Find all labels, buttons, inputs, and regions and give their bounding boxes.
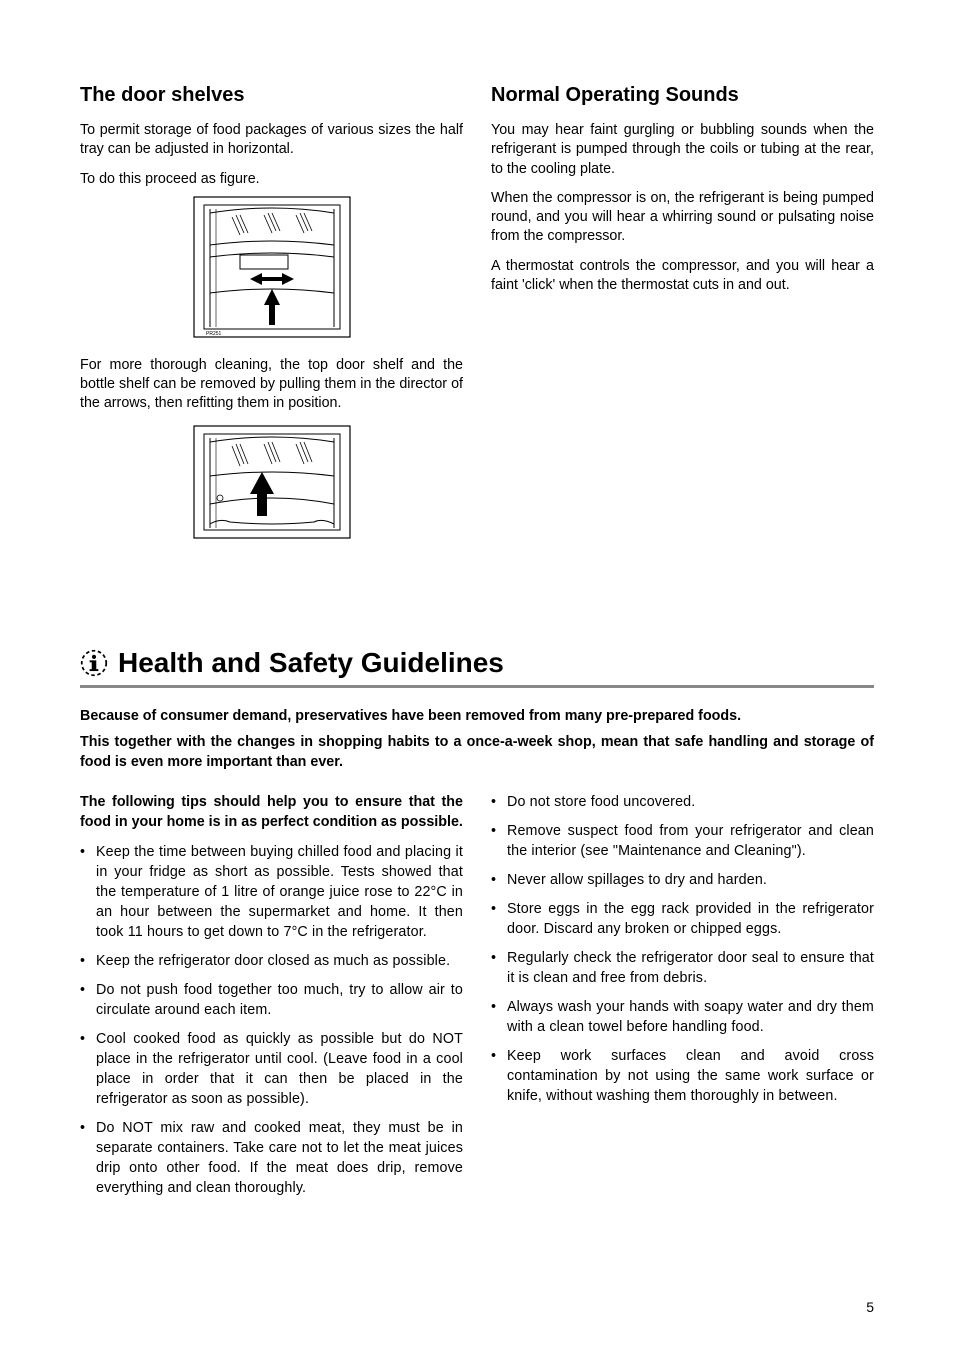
guide-left-col: The following tips should help you to en… [80, 792, 463, 1207]
page-number: 5 [866, 1299, 874, 1315]
guide-intro-2: This together with the changes in shoppi… [80, 732, 874, 772]
figure-1-shelf-adjust: PR251 [80, 195, 463, 344]
right-column: Normal Operating Sounds You may hear fai… [491, 84, 874, 557]
guidelines-header: Health and Safety Guidelines [80, 647, 874, 688]
right-bullet-list: Do not store food uncovered. Remove susp… [491, 792, 874, 1106]
list-item: Do not store food uncovered. [491, 792, 874, 812]
figure-2-shelf-remove [80, 424, 463, 545]
list-item: Do NOT mix raw and cooked meat, they mus… [80, 1118, 463, 1198]
guide-intro-1: Because of consumer demand, preservative… [80, 706, 874, 726]
list-item: Cool cooked food as quickly as possible … [80, 1029, 463, 1109]
door-shelves-p2: To do this proceed as figure. [80, 170, 463, 189]
info-icon [80, 649, 108, 677]
list-item: Keep the time between buying chilled foo… [80, 842, 463, 942]
door-shelves-p3: For more thorough cleaning, the top door… [80, 356, 463, 414]
left-bullet-list: Keep the time between buying chilled foo… [80, 842, 463, 1198]
list-item: Keep the refrigerator door closed as muc… [80, 951, 463, 971]
guide-right-col: Do not store food uncovered. Remove susp… [491, 792, 874, 1207]
left-column: The door shelves To permit storage of fo… [80, 84, 463, 557]
top-two-column-section: The door shelves To permit storage of fo… [80, 84, 874, 557]
list-item: Remove suspect food from your refrigerat… [491, 821, 874, 861]
list-item: Regularly check the refrigerator door se… [491, 948, 874, 988]
door-shelves-p1: To permit storage of food packages of va… [80, 121, 463, 160]
guidelines-two-columns: The following tips should help you to en… [80, 792, 874, 1207]
sounds-p3: A thermostat controls the compressor, an… [491, 257, 874, 296]
shelf-adjust-icon: PR251 [192, 195, 352, 339]
sounds-p2: When the compressor is on, the refrigera… [491, 189, 874, 247]
list-item: Store eggs in the egg rack provided in t… [491, 899, 874, 939]
list-item: Keep work surfaces clean and avoid cross… [491, 1046, 874, 1106]
sounds-p1: You may hear faint gurgling or bubbling … [491, 121, 874, 179]
tips-lead: The following tips should help you to en… [80, 792, 463, 832]
list-item: Never allow spillages to dry and harden. [491, 870, 874, 890]
guidelines-title: Health and Safety Guidelines [118, 647, 504, 679]
guidelines-section: Health and Safety Guidelines Because of … [80, 647, 874, 1207]
sounds-heading: Normal Operating Sounds [491, 84, 874, 107]
list-item: Do not push food together too much, try … [80, 980, 463, 1020]
list-item: Always wash your hands with soapy water … [491, 997, 874, 1037]
shelf-remove-icon [192, 424, 352, 540]
svg-text:PR251: PR251 [206, 331, 222, 337]
door-shelves-heading: The door shelves [80, 84, 463, 107]
